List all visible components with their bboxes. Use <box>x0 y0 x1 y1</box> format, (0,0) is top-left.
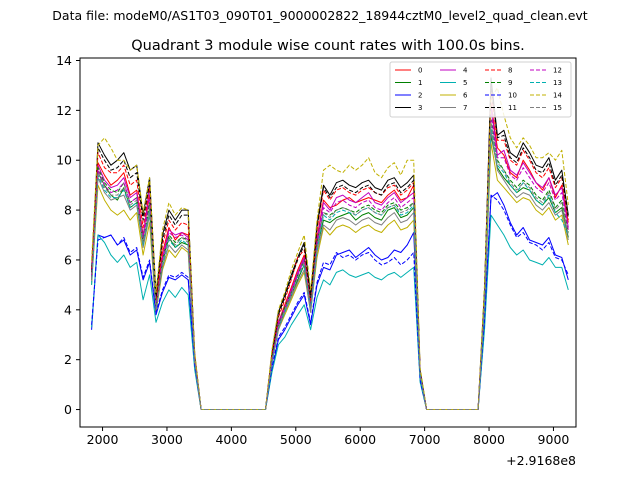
y-tick-label: 2 <box>64 352 72 367</box>
series-line-14 <box>91 87 569 410</box>
series-line-15 <box>91 122 569 410</box>
legend-label-3: 3 <box>418 104 422 112</box>
series-line-10 <box>91 194 569 410</box>
chart-title: Quadrant 3 module wise count rates with … <box>131 38 525 54</box>
legend-label-1: 1 <box>418 79 422 87</box>
y-tick-label: 10 <box>56 153 72 168</box>
legend-label-10: 10 <box>508 92 517 100</box>
x-tick-label: 3000 <box>151 432 183 447</box>
legend-label-13: 13 <box>553 79 562 87</box>
legend-box <box>389 61 572 118</box>
legend-label-4: 4 <box>463 67 468 75</box>
x-tick-label: 2000 <box>87 432 119 447</box>
x-axis: 2000 3000 4000 5000 6000 7000 8000 9000 <box>87 427 570 447</box>
y-tick-label: 6 <box>64 252 72 267</box>
axes-frame <box>79 57 577 428</box>
legend-label-15: 15 <box>553 104 562 112</box>
y-tick-label: 4 <box>64 302 72 317</box>
x-tick-label: 4000 <box>215 432 247 447</box>
y-tick-label: 0 <box>64 402 72 417</box>
legend-label-6: 6 <box>463 92 468 100</box>
y-tick-label: 14 <box>56 53 72 68</box>
x-tick-label: 9000 <box>538 432 570 447</box>
legend-label-11: 11 <box>508 104 517 112</box>
legend-label-2: 2 <box>418 92 422 100</box>
legend-label-12: 12 <box>553 67 562 75</box>
series-line-5 <box>91 214 569 410</box>
legend-label-8: 8 <box>508 67 512 75</box>
y-tick-label: 12 <box>56 103 72 118</box>
y-axis: 0 2 4 6 8 10 12 14 <box>56 53 80 417</box>
chart-suptitle: Data file: modeM0/AS1T03_090T01_90000028… <box>52 8 587 23</box>
legend-label-0: 0 <box>418 67 422 75</box>
legend-label-7: 7 <box>463 104 467 112</box>
x-tick-label: 6000 <box>344 432 376 447</box>
x-tick-label: 8000 <box>473 432 505 447</box>
series-line-11 <box>91 84 569 410</box>
legend-label-14: 14 <box>553 92 562 100</box>
x-offset-label: +2.9168e8 <box>506 453 576 468</box>
legend-label-5: 5 <box>463 79 467 87</box>
series-line-6 <box>91 142 569 410</box>
y-tick-label: 8 <box>64 203 72 218</box>
legend-label-9: 9 <box>508 79 512 87</box>
plot-area <box>91 77 569 410</box>
x-tick-label: 5000 <box>280 432 312 447</box>
x-tick-label: 7000 <box>409 432 441 447</box>
